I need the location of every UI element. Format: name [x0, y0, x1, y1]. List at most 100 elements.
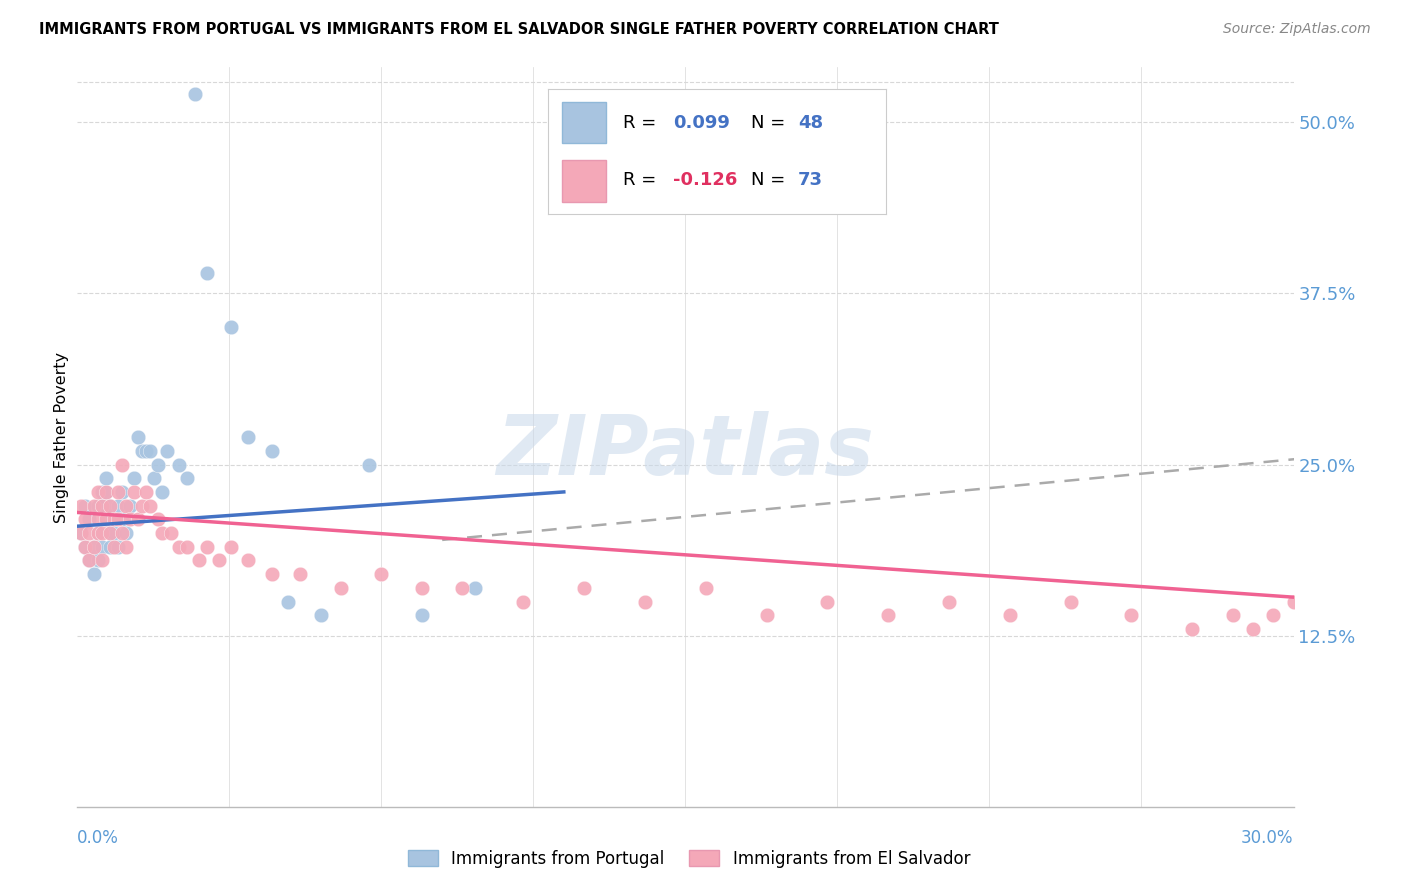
Point: [79, 526, 101, 541]
Point: [1384, 636, 1406, 650]
Point: [70, 499, 93, 513]
Point: [167, 458, 190, 472]
Point: [118, 499, 141, 513]
Point: [208, 553, 231, 567]
Point: [94, 484, 117, 499]
Point: [148, 512, 170, 526]
Point: [127, 430, 149, 444]
Point: [370, 567, 392, 582]
Point: [195, 266, 218, 280]
Point: [79, 553, 101, 567]
Point: [1323, 608, 1346, 623]
Point: [98, 526, 121, 541]
Point: [512, 594, 534, 608]
Point: [90, 553, 112, 567]
Text: 30.0%: 30.0%: [1241, 829, 1294, 847]
Point: [464, 581, 486, 595]
Point: [115, 499, 138, 513]
Point: [1059, 594, 1081, 608]
Point: [695, 581, 717, 595]
Point: [159, 526, 181, 541]
Point: [135, 443, 157, 458]
Point: [938, 594, 960, 608]
Point: [1181, 622, 1204, 636]
Point: [329, 581, 352, 595]
Point: [90, 484, 112, 499]
Point: [1241, 622, 1264, 636]
Point: [98, 540, 121, 554]
Point: [118, 512, 141, 526]
Point: [94, 484, 117, 499]
Point: [1364, 608, 1386, 623]
Point: [572, 581, 595, 595]
Point: [98, 499, 121, 513]
Point: [411, 608, 433, 623]
Point: [1405, 458, 1406, 472]
Point: [111, 484, 134, 499]
Point: [86, 484, 108, 499]
Y-axis label: Single Father Poverty: Single Father Poverty: [53, 351, 69, 523]
Point: [221, 540, 243, 554]
Point: [176, 540, 198, 554]
Point: [998, 608, 1021, 623]
Text: 73: 73: [799, 171, 823, 189]
Point: [1302, 622, 1324, 636]
Text: N =: N =: [751, 114, 790, 132]
Point: [90, 499, 112, 513]
Point: [103, 512, 125, 526]
Point: [139, 443, 162, 458]
Point: [75, 499, 97, 513]
Point: [176, 471, 198, 485]
Point: [152, 484, 174, 499]
Point: [290, 567, 312, 582]
Point: [70, 526, 93, 541]
Point: [94, 512, 117, 526]
Point: [359, 458, 381, 472]
Point: [167, 540, 190, 554]
Point: [122, 484, 145, 499]
Point: [83, 499, 105, 513]
Point: [135, 484, 157, 499]
Point: [131, 499, 153, 513]
Text: N =: N =: [751, 171, 790, 189]
Point: [1263, 608, 1285, 623]
Point: [94, 471, 117, 485]
Text: -0.126: -0.126: [673, 171, 738, 189]
Point: [1282, 594, 1305, 608]
Point: [90, 540, 112, 554]
Point: [221, 320, 243, 334]
Point: [83, 540, 105, 554]
Point: [111, 512, 134, 526]
Point: [411, 581, 433, 595]
Point: [103, 526, 125, 541]
Point: [111, 526, 134, 541]
Point: [277, 594, 299, 608]
Point: [94, 512, 117, 526]
Point: [86, 526, 108, 541]
Point: [755, 608, 778, 623]
Point: [148, 458, 170, 472]
Point: [451, 581, 474, 595]
Point: [75, 512, 97, 526]
Point: [634, 594, 657, 608]
Point: [877, 608, 900, 623]
Point: [115, 526, 138, 541]
Text: R =: R =: [623, 171, 662, 189]
Point: [98, 499, 121, 513]
Point: [1222, 608, 1244, 623]
Point: [155, 443, 177, 458]
Point: [107, 484, 129, 499]
Point: [115, 540, 138, 554]
Point: [86, 526, 108, 541]
Text: 0.099: 0.099: [673, 114, 730, 132]
Point: [1343, 622, 1365, 636]
Point: [107, 499, 129, 513]
Text: R =: R =: [623, 114, 662, 132]
Point: [107, 540, 129, 554]
Point: [184, 87, 207, 102]
Point: [260, 567, 283, 582]
Point: [83, 540, 105, 554]
Point: [79, 512, 101, 526]
Bar: [562, 102, 606, 143]
Point: [70, 526, 93, 541]
